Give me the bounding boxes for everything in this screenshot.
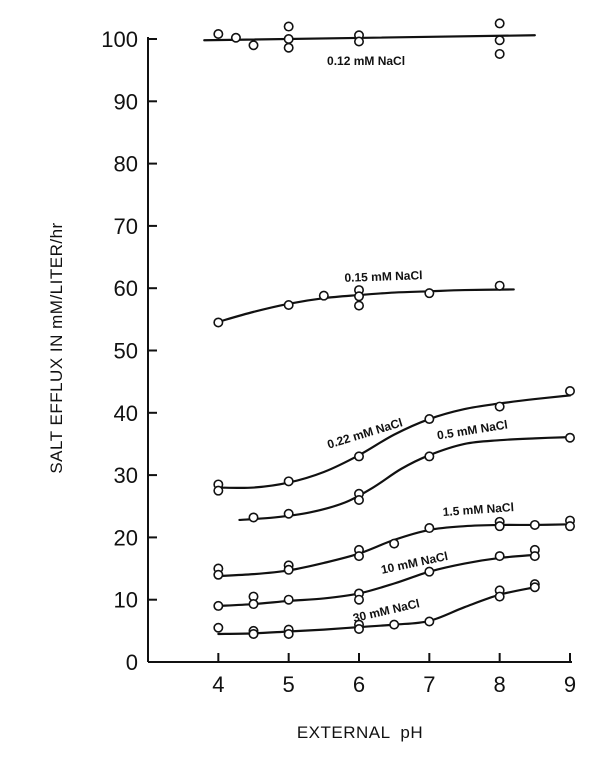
data-point (564, 432, 575, 443)
data-point (283, 508, 294, 519)
data-point (353, 300, 364, 311)
series-curves (203, 34, 572, 636)
data-point (353, 291, 364, 302)
series-curve (217, 394, 572, 490)
data-point (353, 495, 364, 506)
data-point (213, 600, 224, 611)
data-point (529, 551, 540, 562)
data-point (564, 521, 575, 532)
data-point (283, 21, 294, 32)
data-point (494, 35, 505, 46)
data-point (283, 628, 294, 639)
data-point (318, 290, 329, 301)
data-point (389, 538, 400, 549)
data-point (353, 451, 364, 462)
data-point (213, 622, 224, 633)
data-point (424, 414, 435, 425)
y-tick-label: 90 (114, 89, 138, 114)
data-point (248, 40, 259, 51)
data-point (213, 569, 224, 580)
data-point (213, 29, 224, 40)
tick-group: 0 10 20 30 40 50 60 70 80 90 100 4 5 6 7 8 9 (101, 27, 576, 697)
data-point (283, 594, 294, 605)
y-tick-label: 80 (114, 152, 138, 177)
data-point (424, 451, 435, 462)
y-tick-label: 50 (114, 339, 138, 364)
data-point (230, 32, 241, 43)
series-label: 1.5 mM NaCl (442, 500, 514, 519)
x-tick-label: 6 (353, 672, 365, 697)
series-labels: 0.12 mM NaCl 0.15 mM NaCl 0.22 mM NaCl 0.5 … (326, 54, 515, 625)
data-point (283, 33, 294, 44)
series-points (213, 18, 575, 639)
series-curve (217, 288, 515, 323)
data-point (494, 401, 505, 412)
data-point (353, 623, 364, 634)
data-point (283, 564, 294, 575)
data-point (353, 551, 364, 562)
series-curve (217, 553, 536, 608)
data-point (389, 619, 400, 630)
series-label: 0.12 mM NaCl (327, 54, 405, 68)
data-point (494, 280, 505, 291)
data-point (494, 591, 505, 602)
x-tick-label: 4 (212, 672, 224, 697)
data-point (213, 317, 224, 328)
y-tick-label: 40 (114, 401, 138, 426)
data-point (424, 288, 435, 299)
data-point (494, 48, 505, 59)
y-tick-label: 10 (114, 588, 138, 613)
data-point (424, 523, 435, 534)
data-point (248, 628, 259, 639)
data-point (564, 385, 575, 396)
x-tick-label: 5 (283, 672, 295, 697)
data-point (283, 476, 294, 487)
data-point (283, 300, 294, 311)
series-curve (203, 34, 536, 42)
y-tick-label: 20 (114, 525, 138, 550)
data-point (424, 616, 435, 627)
y-tick-label: 70 (114, 214, 138, 239)
data-point (248, 512, 259, 523)
series-curve (217, 586, 536, 636)
series-label: 0.15 mM NaCl (344, 268, 422, 285)
x-axis-title: EXTERNAL pH (297, 723, 423, 742)
y-axis-title: SALT EFFLUX IN mM/LITER/hr (47, 222, 66, 473)
data-point (494, 521, 505, 532)
y-tick-label: 60 (114, 276, 138, 301)
series-curve (238, 435, 572, 522)
y-tick-label: 100 (101, 27, 138, 52)
data-point (353, 594, 364, 605)
data-point (494, 551, 505, 562)
data-point (529, 519, 540, 530)
axes (147, 37, 572, 663)
data-point (353, 36, 364, 47)
data-point (213, 485, 224, 496)
series-label: 0.22 mM NaCl (326, 415, 405, 451)
series-label: 10 mM NaCl (380, 549, 449, 577)
data-point (248, 599, 259, 610)
y-tick-label: 0 (126, 650, 138, 675)
x-tick-label: 8 (494, 672, 506, 697)
data-point (283, 42, 294, 53)
y-tick-label: 30 (114, 463, 138, 488)
data-point (529, 582, 540, 593)
data-point (424, 566, 435, 577)
x-tick-label: 9 (564, 672, 576, 697)
data-point (494, 18, 505, 29)
series-label: 0.5 mM NaCl (436, 418, 509, 443)
x-tick-label: 7 (423, 672, 435, 697)
